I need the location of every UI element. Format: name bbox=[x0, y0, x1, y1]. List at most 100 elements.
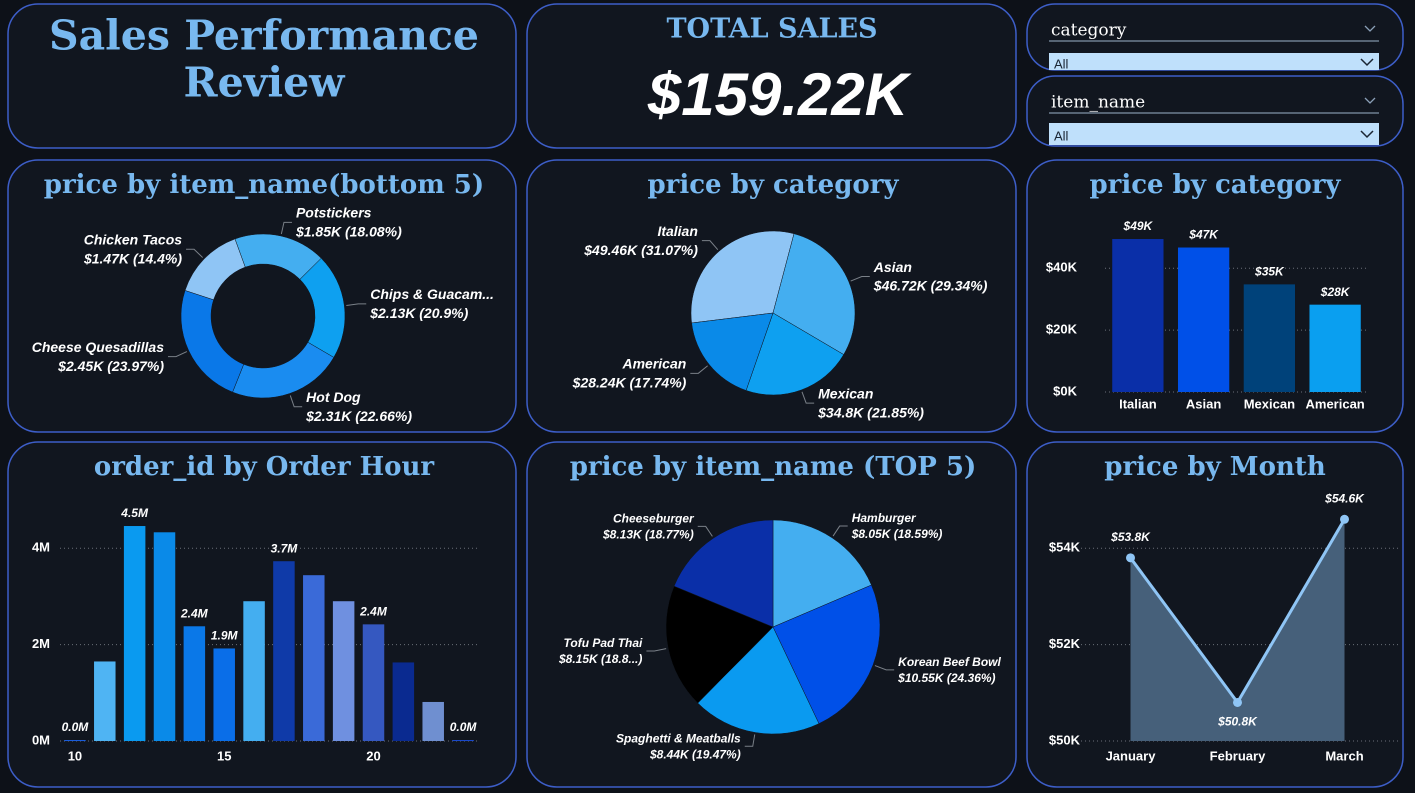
y-tick-label: $52K bbox=[1049, 636, 1081, 651]
data-label: $35K bbox=[1254, 265, 1285, 279]
bar bbox=[1112, 239, 1164, 392]
slicer-label: category bbox=[1051, 21, 1127, 41]
data-label: 4.5M bbox=[120, 506, 149, 520]
donut-slice bbox=[184, 238, 246, 301]
slice-value: $2.31K (22.66%) bbox=[305, 408, 412, 424]
pie-slice bbox=[673, 519, 774, 628]
dropdown[interactable] bbox=[1049, 53, 1379, 70]
pie-slice bbox=[697, 626, 820, 735]
page-title: Sales Performance bbox=[49, 12, 479, 60]
bar bbox=[332, 601, 355, 741]
leader-line bbox=[697, 525, 713, 537]
slice-value: $1.47K (14.4%) bbox=[83, 250, 182, 266]
area bbox=[1130, 519, 1345, 741]
y-tick-label: $20K bbox=[1046, 322, 1078, 337]
chart-title: price by category bbox=[647, 170, 899, 200]
data-label: 2.4M bbox=[180, 606, 209, 620]
pie-slice bbox=[745, 312, 845, 396]
slice-label: Mexican bbox=[818, 385, 873, 401]
data-label: $50.8K bbox=[1217, 715, 1258, 729]
chevron bbox=[1364, 97, 1376, 104]
slice-label: American bbox=[622, 356, 687, 372]
leader-line bbox=[346, 303, 367, 306]
data-label: $54.6K bbox=[1324, 491, 1365, 505]
pie-slice bbox=[772, 233, 856, 355]
x-tick-label: 15 bbox=[217, 748, 231, 763]
x-tick-label: 20 bbox=[366, 748, 380, 763]
x-tick-label: March bbox=[1325, 748, 1363, 763]
point bbox=[1340, 514, 1349, 524]
chevron bbox=[1364, 25, 1376, 32]
bar bbox=[94, 661, 116, 741]
slice-value: $49.46K (31.07%) bbox=[583, 242, 698, 258]
slice-value: $10.55K (24.36%) bbox=[897, 671, 995, 685]
slice-label: Tofu Pad Thai bbox=[564, 636, 644, 650]
leader-line bbox=[874, 665, 895, 671]
leader-line bbox=[744, 734, 756, 747]
pie-slice bbox=[691, 312, 774, 391]
slicer-label: item_name bbox=[1051, 93, 1145, 113]
leader-line bbox=[280, 221, 292, 235]
leader-line bbox=[832, 525, 848, 537]
x-tick-label: American bbox=[1306, 396, 1365, 411]
title-panel bbox=[7, 3, 517, 149]
slice-value: $8.05K (18.59%) bbox=[851, 527, 943, 541]
bar bbox=[213, 648, 235, 741]
data-label: $53.8K bbox=[1110, 530, 1151, 544]
leader-line bbox=[186, 248, 204, 258]
point bbox=[1126, 553, 1135, 563]
kpi-value: $159.22K bbox=[647, 61, 912, 128]
kpi-panel bbox=[526, 3, 1017, 149]
page-title: Review bbox=[184, 59, 347, 107]
slice-label: Spaghetti & Meatballs bbox=[616, 731, 741, 745]
leader-line bbox=[701, 240, 719, 251]
leader-line bbox=[850, 275, 870, 282]
slice-label: Chicken Tacos bbox=[84, 232, 183, 248]
pie-slice bbox=[690, 230, 795, 324]
slice-label: Italian bbox=[657, 223, 697, 239]
data-label: 0.0M bbox=[450, 720, 478, 734]
slice-value: $2.13K (20.9%) bbox=[369, 305, 468, 321]
x-tick-label: 10 bbox=[68, 748, 82, 763]
slicer[interactable]: item_name All bbox=[1049, 93, 1379, 146]
slice-label: Asian bbox=[873, 259, 912, 275]
dropdown[interactable] bbox=[1049, 123, 1379, 145]
bar bbox=[1309, 304, 1361, 392]
x-tick-label: February bbox=[1210, 748, 1266, 763]
data-label: 0.0M bbox=[62, 720, 90, 734]
pie-slice bbox=[772, 519, 872, 628]
bar bbox=[64, 740, 86, 742]
point bbox=[1233, 697, 1242, 707]
bar bbox=[452, 740, 474, 742]
slice-value: $8.44K (19.47%) bbox=[649, 747, 741, 761]
data-label: 1.9M bbox=[211, 629, 239, 643]
bar bbox=[1177, 247, 1230, 392]
x-tick-label: Mexican bbox=[1244, 396, 1295, 411]
slicer[interactable]: category All bbox=[1049, 21, 1379, 72]
bar bbox=[273, 561, 295, 741]
y-tick-label: 4M bbox=[32, 540, 50, 555]
y-tick-label: 0M bbox=[32, 732, 50, 747]
chart-title: order_id by Order Hour bbox=[94, 452, 435, 482]
slice-value: $34.8K (21.85%) bbox=[817, 404, 924, 420]
slice-value: $28.24K (17.74%) bbox=[572, 375, 687, 391]
pie-slice bbox=[665, 585, 774, 704]
slice-label: Korean Beef Bowl bbox=[898, 655, 1001, 669]
y-tick-label: 2M bbox=[32, 636, 50, 651]
slice-label: Cheeseburger bbox=[613, 511, 695, 525]
data-label: 2.4M bbox=[359, 605, 388, 619]
chart-title: price by Month bbox=[1104, 452, 1326, 482]
slice-value: $46.72K (29.34%) bbox=[873, 278, 988, 294]
slice-label: Hot Dog bbox=[306, 389, 361, 405]
slice-value: $8.13K (18.77%) bbox=[602, 528, 694, 542]
chevron bbox=[1360, 58, 1374, 67]
bar bbox=[362, 624, 385, 741]
data-label: 3.7M bbox=[271, 541, 299, 555]
slice-value: $1.85K (18.08%) bbox=[295, 224, 402, 240]
slicer-value: All bbox=[1054, 128, 1069, 143]
pie-slice bbox=[772, 584, 881, 724]
slicer-value: All bbox=[1054, 56, 1069, 71]
chart-title: price by category bbox=[1089, 170, 1341, 200]
bar bbox=[153, 532, 176, 741]
